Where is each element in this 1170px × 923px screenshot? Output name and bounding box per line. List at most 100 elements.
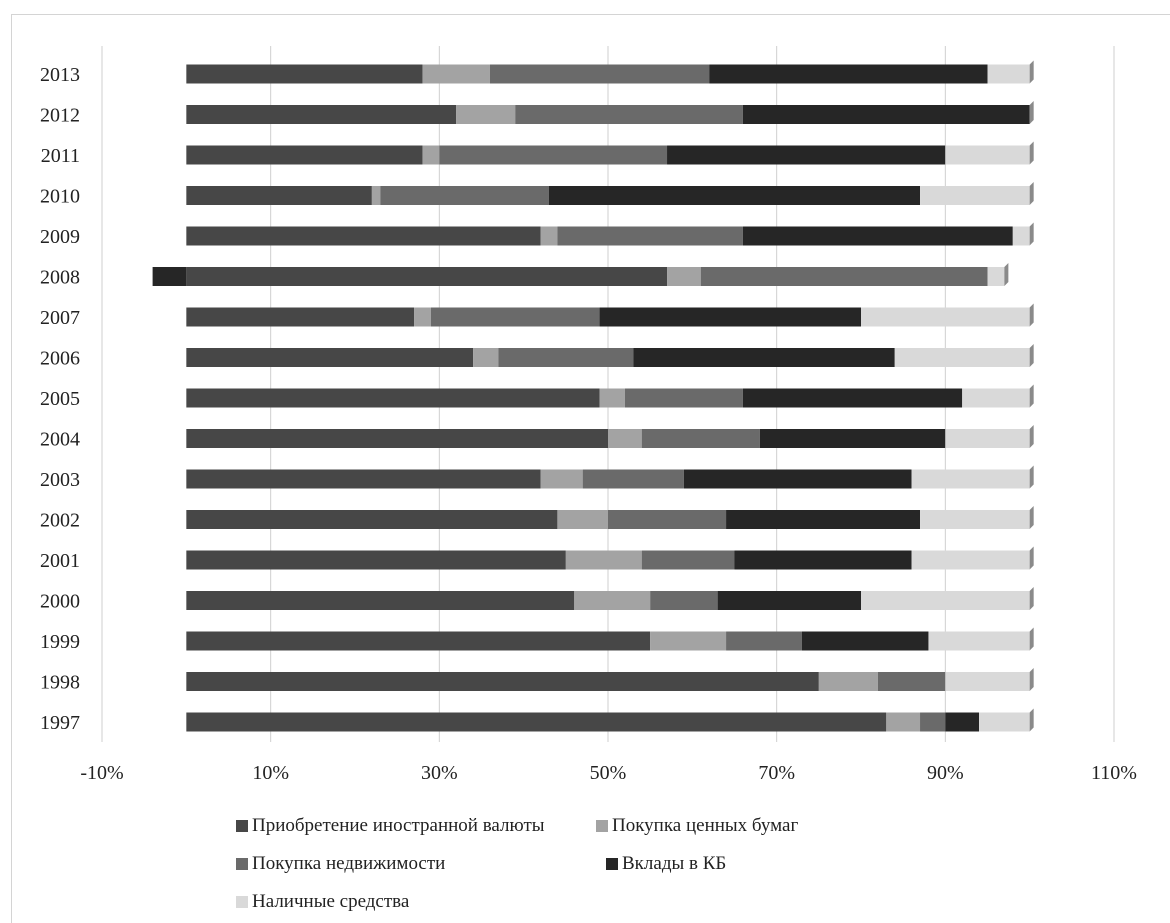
legend-label-1: Приобретение иностранной валюты bbox=[252, 815, 545, 836]
bar-segment bbox=[861, 307, 1030, 327]
y-tick-label: 2009 bbox=[40, 226, 80, 248]
bar-segment bbox=[717, 591, 861, 610]
x-tick-label: 110% bbox=[1091, 762, 1137, 784]
y-tick-label: 2007 bbox=[40, 307, 80, 329]
bar-segment bbox=[186, 631, 651, 651]
bar-segment bbox=[945, 712, 980, 732]
bar-segment bbox=[962, 388, 1030, 408]
y-tick-label: 2000 bbox=[40, 591, 80, 613]
legend-label-2: Покупка ценных бумаг bbox=[612, 815, 799, 836]
bar-segment bbox=[473, 348, 499, 367]
bar-segment bbox=[498, 348, 634, 367]
bar-end-cap bbox=[1029, 60, 1034, 84]
bar-segment bbox=[987, 267, 1005, 286]
bar-segment bbox=[430, 307, 600, 327]
bar-segment bbox=[911, 550, 1030, 570]
bar-segment bbox=[456, 105, 516, 124]
bar-segment bbox=[641, 429, 760, 448]
bar-segment bbox=[928, 631, 1030, 651]
bar-segment bbox=[186, 388, 600, 408]
bar-segment bbox=[540, 469, 583, 489]
y-tick-label: 2001 bbox=[40, 550, 80, 572]
bar-segment bbox=[700, 267, 988, 286]
bar-segment bbox=[515, 105, 743, 124]
x-tick-label: 50% bbox=[590, 762, 627, 784]
bar-segment bbox=[894, 348, 1030, 367]
bar-segment bbox=[557, 226, 743, 246]
bar-segment bbox=[186, 64, 423, 84]
legend-swatch-5 bbox=[236, 896, 248, 908]
bar-segment bbox=[945, 429, 1030, 448]
bar-segment bbox=[624, 388, 743, 408]
bar-segment bbox=[439, 145, 668, 165]
legend-label-3: Покупка недвижимости bbox=[252, 853, 446, 874]
x-tick-label: 70% bbox=[758, 762, 795, 784]
y-tick-label: 2010 bbox=[40, 186, 80, 208]
bar-segment bbox=[414, 307, 431, 327]
legend-item-1: Приобретение иностранной валюты bbox=[236, 815, 545, 837]
y-tick-label: 2011 bbox=[41, 145, 80, 167]
bar-segment bbox=[186, 226, 541, 246]
bar-segment bbox=[945, 672, 1030, 691]
bar-segment bbox=[886, 712, 921, 732]
legend-swatch-2 bbox=[596, 820, 608, 832]
bar-segment bbox=[920, 510, 1030, 529]
bar-segment bbox=[380, 186, 549, 205]
bar-segment bbox=[877, 672, 946, 691]
bar-segment bbox=[186, 510, 558, 529]
y-tick-label: 2002 bbox=[40, 510, 80, 532]
bar-segment bbox=[422, 145, 440, 165]
bar-segment bbox=[979, 712, 1030, 732]
y-tick-label: 2012 bbox=[40, 105, 80, 127]
x-tick-label: 30% bbox=[421, 762, 458, 784]
bar-end-cap bbox=[1029, 668, 1034, 691]
bar-segment bbox=[801, 631, 929, 651]
y-tick-label: 2013 bbox=[40, 64, 80, 86]
bar-segment bbox=[759, 429, 946, 448]
bar-segment bbox=[861, 591, 1030, 610]
bar-segment bbox=[565, 550, 642, 570]
legend-item-4: Вклады в КБ bbox=[606, 853, 726, 875]
bar-segment bbox=[582, 469, 684, 489]
bar-segment bbox=[186, 105, 457, 124]
bar-end-cap bbox=[1029, 627, 1034, 651]
bar-segment bbox=[186, 348, 474, 367]
bar-segment bbox=[599, 388, 625, 408]
bar-segment bbox=[667, 267, 701, 286]
bar-end-cap bbox=[1029, 384, 1034, 408]
y-tick-label: 2006 bbox=[40, 348, 80, 370]
legend-swatch-1 bbox=[236, 820, 248, 832]
bar-end-cap bbox=[1029, 708, 1034, 732]
bar-end-cap bbox=[1029, 425, 1034, 448]
bar-segment bbox=[987, 64, 1030, 84]
bar-segment bbox=[186, 145, 423, 165]
y-tick-label: 2005 bbox=[40, 388, 80, 410]
axis-labels: -10% 10% 30% 50% 70% 90% 110% 2013 2012 2011 2010 2… bbox=[40, 64, 1137, 784]
bar-segment bbox=[641, 550, 735, 570]
bar-segment bbox=[186, 591, 575, 610]
bar-segment bbox=[186, 307, 415, 327]
y-tick-label: 2008 bbox=[40, 267, 80, 289]
bar-segment bbox=[548, 186, 921, 205]
chart-frame bbox=[11, 14, 1170, 923]
bar-segment bbox=[920, 712, 946, 732]
bar-segment bbox=[742, 105, 1030, 124]
legend-label-5: Наличные средства bbox=[252, 891, 410, 912]
x-tick-label: 10% bbox=[252, 762, 289, 784]
bar-segment bbox=[186, 550, 566, 570]
bars bbox=[152, 60, 1034, 732]
legend-item-5: Наличные средства bbox=[236, 891, 409, 913]
bar-segment bbox=[1012, 226, 1030, 246]
y-tick-label: 1999 bbox=[40, 631, 80, 653]
bar-segment bbox=[540, 226, 558, 246]
bar-segment bbox=[650, 631, 727, 651]
legend-label-4: Вклады в КБ bbox=[622, 853, 727, 874]
bar-segment bbox=[920, 186, 1030, 205]
bar-end-cap bbox=[1029, 303, 1034, 327]
bar-segment bbox=[186, 267, 668, 286]
bar-end-cap bbox=[1029, 587, 1034, 610]
y-tick-label: 2003 bbox=[40, 469, 80, 491]
bar-segment bbox=[608, 429, 642, 448]
bar-segment bbox=[726, 510, 921, 529]
bar-end-cap bbox=[1004, 263, 1009, 286]
